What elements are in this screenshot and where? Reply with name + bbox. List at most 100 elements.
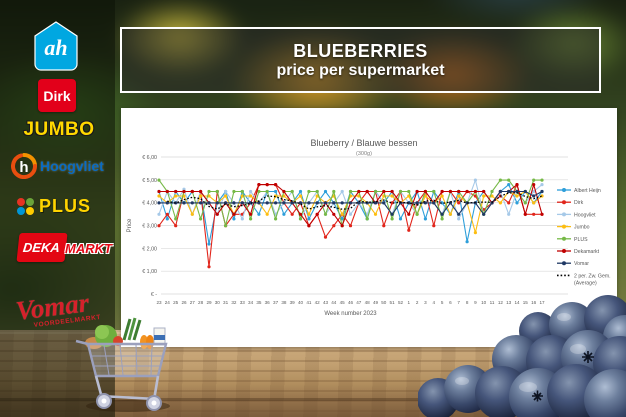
dekamarkt-logo-deka: DEKA [16, 233, 68, 262]
data-point [232, 189, 236, 194]
data-point [473, 178, 477, 182]
data-point [190, 201, 194, 205]
data-point [240, 201, 244, 205]
data-point [457, 217, 461, 221]
data-point [207, 201, 211, 205]
data-point [307, 189, 311, 194]
data-point [432, 189, 436, 194]
legend-marker [562, 261, 566, 266]
data-point [157, 212, 161, 216]
x-tick-label: 3 [424, 300, 427, 305]
x-tick-label: 37 [273, 300, 279, 305]
jumbo-logo-label: JUMBO [23, 119, 95, 140]
data-point [390, 194, 394, 198]
data-point [174, 224, 178, 228]
plus-clover-icon [17, 198, 34, 215]
data-point [507, 178, 511, 182]
data-point [415, 189, 419, 194]
data-point [215, 201, 219, 205]
x-tick-label: 45 [340, 300, 346, 305]
dekamarkt-logo: DEKA MARKT [16, 233, 112, 262]
data-point [423, 189, 427, 194]
plus-logo-label: PLUS [39, 196, 92, 216]
plus-logo: PLUS [17, 196, 91, 217]
data-point [365, 217, 369, 221]
data-point [157, 194, 161, 198]
y-tick-label: € 3,00 [142, 224, 157, 230]
data-point [448, 189, 452, 194]
data-point [215, 189, 219, 194]
data-point [290, 201, 294, 205]
chart-subtitle: (300g) [356, 151, 372, 157]
y-tick-label: € 6,00 [142, 155, 157, 161]
data-point [274, 201, 278, 205]
y-tick-label: € 2,00 [142, 246, 157, 252]
hoogvliet-logo-label: Hoogvliet [40, 158, 104, 174]
data-point [482, 194, 486, 198]
legend-marker [562, 224, 566, 229]
data-point [332, 189, 336, 194]
data-point [282, 201, 286, 205]
data-point [490, 189, 494, 194]
data-point [232, 217, 236, 221]
data-point [432, 224, 436, 228]
x-tick-label: 13 [506, 300, 512, 305]
data-point [199, 189, 203, 194]
data-point [265, 189, 269, 194]
blueberries-image [418, 295, 626, 417]
data-point [515, 183, 519, 187]
x-tick-label: 17 [539, 300, 545, 305]
x-tick-label: 40 [298, 300, 304, 305]
data-point [532, 212, 536, 216]
data-point [532, 183, 536, 187]
data-point [457, 212, 461, 216]
data-point [157, 178, 161, 182]
data-point [523, 201, 527, 205]
x-tick-label: 50 [381, 300, 387, 305]
data-point [224, 201, 228, 205]
data-point [265, 201, 269, 205]
data-point [340, 217, 344, 221]
data-point [332, 224, 336, 228]
legend-marker [562, 200, 566, 205]
data-point [157, 189, 161, 194]
data-point [340, 224, 344, 228]
x-axis-title: Week number 2023 [324, 311, 377, 317]
data-point [165, 217, 169, 221]
data-point [174, 189, 178, 194]
data-point [224, 224, 228, 228]
legend-label: Dekamarkt [574, 249, 600, 255]
albert-heijn-monogram: ah [44, 35, 67, 60]
x-tick-label: 4 [433, 300, 436, 305]
data-point [415, 212, 419, 216]
data-point [348, 201, 353, 205]
data-point [482, 189, 486, 194]
data-point [398, 217, 403, 221]
data-point [240, 217, 244, 221]
data-point [440, 194, 444, 198]
chart-title: Blueberry / Blauwe bessen [310, 138, 417, 148]
data-point [207, 265, 211, 269]
x-tick-label: 28 [198, 300, 204, 305]
data-point [407, 189, 411, 194]
data-point [224, 194, 228, 198]
title-banner: BLUEBERRIES price per supermarket [120, 27, 601, 93]
legend-label: Dirk [574, 200, 584, 206]
legend-marker [562, 188, 566, 192]
data-point [340, 201, 344, 205]
data-point [207, 242, 211, 246]
data-point [315, 212, 319, 216]
data-point [515, 189, 519, 194]
y-tick-label: € - [151, 292, 157, 298]
y-tick-label: € 4,00 [142, 201, 157, 207]
data-point [498, 201, 502, 205]
x-tick-label: 39 [290, 300, 296, 305]
x-tick-label: 38 [281, 300, 287, 305]
data-point [407, 212, 411, 216]
data-point [382, 201, 386, 205]
data-point [199, 201, 203, 205]
x-tick-label: 9 [474, 300, 477, 305]
albert-heijn-logo: ah [34, 21, 78, 71]
data-point [540, 178, 544, 182]
